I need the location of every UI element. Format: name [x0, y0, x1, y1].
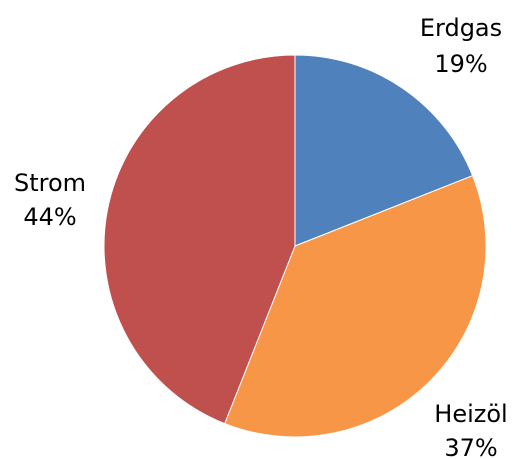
- slice-label-strom: Strom 44%: [14, 169, 86, 231]
- pie-slice-strom: [103, 54, 296, 425]
- pie-slices: [103, 54, 487, 438]
- slice-label-strom-percent: 44%: [23, 203, 76, 231]
- pie-slice-heizoel: [224, 175, 487, 438]
- slice-label-heizoel: Heizöl 37%: [434, 400, 507, 459]
- slice-label-erdgas-name: Erdgas: [420, 14, 502, 42]
- slice-label-erdgas-percent: 19%: [434, 50, 487, 78]
- slice-label-strom-name: Strom: [14, 169, 86, 197]
- pie-slice-erdgas: [294, 54, 474, 247]
- slice-label-erdgas: Erdgas 19%: [420, 14, 502, 78]
- slice-label-heizoel-percent: 37%: [444, 434, 497, 459]
- slice-label-heizoel-name: Heizöl: [434, 400, 507, 428]
